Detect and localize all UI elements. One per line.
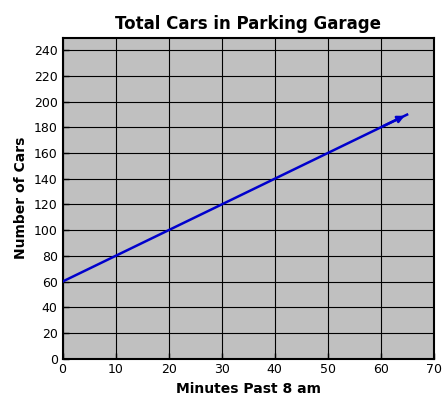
X-axis label: Minutes Past 8 am: Minutes Past 8 am	[176, 382, 320, 396]
Y-axis label: Number of Cars: Number of Cars	[14, 137, 28, 259]
Title: Total Cars in Parking Garage: Total Cars in Parking Garage	[115, 15, 381, 33]
